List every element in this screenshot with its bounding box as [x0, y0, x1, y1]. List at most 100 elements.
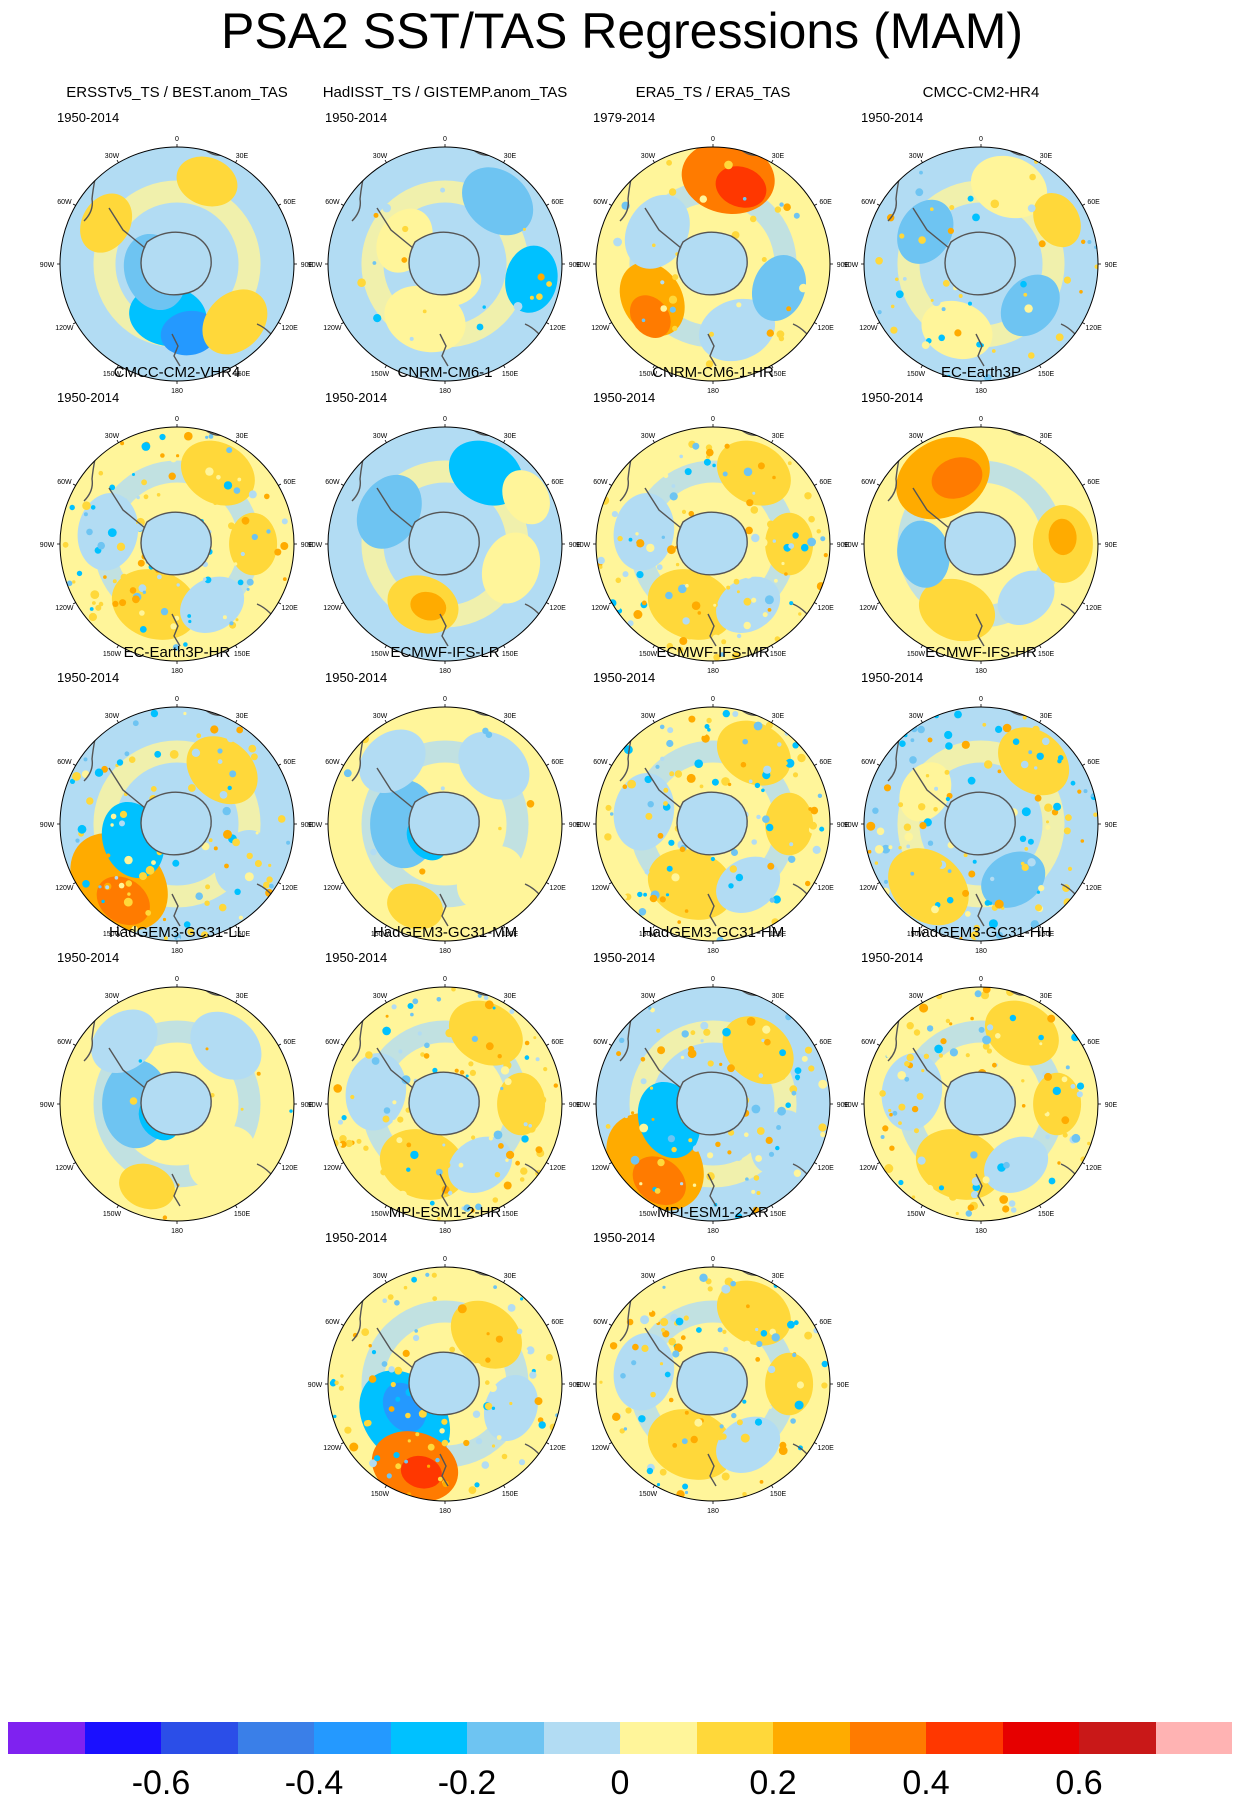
- polar-map: 0 30E 60E 90E 120E 150E 180 150W 120W 90W 60W 30W: [844, 696, 1118, 955]
- longitude-label: 0: [175, 416, 179, 423]
- panel-period: 1950-2014: [593, 950, 656, 965]
- longitude-label: 60E: [819, 759, 832, 766]
- longitude-label: 150E: [1038, 931, 1055, 938]
- colorbar-swatch: [1079, 1722, 1156, 1754]
- longitude-label: 150E: [234, 651, 251, 658]
- colorbar-swatches: [8, 1722, 1232, 1754]
- panel-title: EC-Earth3P: [940, 364, 1022, 381]
- longitude-label: 150W: [907, 651, 926, 658]
- longitude-label: 60E: [551, 479, 564, 486]
- longitude-label: 120W: [591, 1445, 610, 1452]
- panel-period: 1950-2014: [861, 390, 924, 405]
- longitude-label: 180: [707, 668, 719, 675]
- panel-title: ECMWF-IFS-HR: [925, 644, 1037, 661]
- longitude-label: 30W: [909, 713, 924, 720]
- longitude-label: 30W: [641, 993, 656, 1000]
- longitude-label: 120E: [549, 1445, 566, 1452]
- polar-map: 0 30E 60E 90E 120E 150E 180 150W 120W 90W 60W 30W: [576, 1256, 850, 1515]
- longitude-label: 150W: [371, 371, 390, 378]
- longitude-label: 150W: [639, 371, 658, 378]
- colorbar-label: 0.2: [749, 1764, 797, 1802]
- longitude-label: 150W: [639, 1211, 658, 1218]
- longitude-label: 150E: [770, 651, 787, 658]
- longitude-label: 60E: [1087, 1039, 1100, 1046]
- polar-map: 0 30E 60E 90E 120E 150E 180 150W 120W 90W 60W 30W: [40, 136, 314, 395]
- panel-period: 1950-2014: [57, 670, 120, 685]
- longitude-label: 180: [707, 1508, 719, 1515]
- longitude-label: 90W: [308, 1382, 323, 1389]
- longitude-label: 150W: [103, 931, 122, 938]
- longitude-label: 30W: [641, 153, 656, 160]
- longitude-label: 0: [979, 976, 983, 983]
- longitude-label: 60E: [283, 479, 296, 486]
- map-panel: CMCC-CM2-HR4 1950-2014 0 30E 60E 90E 120E 150E 1…: [831, 84, 1131, 404]
- polar-map: 0 30E 60E 90E 120E 150E 180 150W 120W 90W 60W 30W: [844, 416, 1118, 675]
- longitude-label: 30E: [504, 433, 517, 440]
- map-panel: ERA5_TS / ERA5_TAS 1979-2014 0 30E 60E 90E 120…: [563, 84, 863, 404]
- longitude-label: 0: [443, 136, 447, 143]
- panel-period: 1950-2014: [861, 670, 924, 685]
- panel-title: ERA5_TS / ERA5_TAS: [635, 84, 791, 101]
- longitude-label: 120E: [817, 1165, 834, 1172]
- longitude-label: 120E: [1085, 605, 1102, 612]
- polar-map: 0 30E 60E 90E 120E 150E 180 150W 120W 90W 60W 30W: [308, 696, 582, 955]
- panel-period: 1950-2014: [57, 110, 120, 125]
- longitude-label: 90W: [308, 822, 323, 829]
- longitude-label: 90E: [837, 822, 850, 829]
- longitude-label: 90E: [569, 262, 582, 269]
- longitude-label: 60E: [1087, 479, 1100, 486]
- longitude-label: 180: [975, 948, 987, 955]
- map-panel: ECMWF-IFS-LR 1950-2014 0 30E 60E 90E 120E 150E 1…: [295, 644, 595, 964]
- panel-period: 1950-2014: [325, 110, 388, 125]
- longitude-label: 120W: [323, 325, 342, 332]
- longitude-label: 60W: [861, 479, 876, 486]
- longitude-label: 60E: [283, 199, 296, 206]
- longitude-label: 150W: [907, 931, 926, 938]
- longitude-label: 150E: [502, 1211, 519, 1218]
- colorbar-swatch: [926, 1722, 1003, 1754]
- longitude-label: 30E: [236, 433, 249, 440]
- longitude-label: 60W: [57, 479, 72, 486]
- longitude-label: 0: [711, 136, 715, 143]
- longitude-label: 90W: [308, 542, 323, 549]
- polar-map: 0 30E 60E 90E 120E 150E 180 150W 120W 90W 60W 30W: [308, 416, 582, 675]
- longitude-label: 60W: [325, 1319, 340, 1326]
- panel-period: 1950-2014: [325, 390, 388, 405]
- longitude-label: 120E: [817, 885, 834, 892]
- longitude-label: 120E: [549, 605, 566, 612]
- longitude-label: 150W: [639, 1491, 658, 1498]
- polar-map: 0 30E 60E 90E 120E 150E 180 150W 120W 90W 60W 30W: [40, 976, 314, 1235]
- longitude-label: 90W: [308, 262, 323, 269]
- longitude-label: 30E: [1040, 713, 1053, 720]
- longitude-label: 30W: [373, 433, 388, 440]
- longitude-label: 120E: [549, 885, 566, 892]
- polar-map: 0 30E 60E 90E 120E 150E 180 150W 120W 90W 60W 30W: [308, 976, 582, 1235]
- longitude-label: 0: [711, 976, 715, 983]
- panel-title: ECMWF-IFS-LR: [390, 644, 500, 661]
- polar-map: 0 30E 60E 90E 120E 150E 180 150W 120W 90W 60W 30W: [576, 416, 850, 675]
- longitude-label: 60W: [593, 199, 608, 206]
- longitude-label: 180: [975, 668, 987, 675]
- colorbar-swatch: [161, 1722, 238, 1754]
- longitude-label: 60W: [57, 199, 72, 206]
- longitude-label: 30W: [909, 153, 924, 160]
- longitude-label: 30W: [909, 993, 924, 1000]
- panel-title: HadGEM3-GC31-MM: [372, 924, 518, 941]
- longitude-label: 0: [711, 1256, 715, 1263]
- longitude-label: 30W: [373, 993, 388, 1000]
- longitude-label: 90W: [576, 542, 591, 549]
- longitude-label: 60E: [283, 759, 296, 766]
- longitude-label: 90W: [40, 262, 55, 269]
- longitude-label: 90E: [837, 1102, 850, 1109]
- longitude-label: 180: [439, 948, 451, 955]
- longitude-label: 0: [443, 416, 447, 423]
- map-panel: MPI-ESM1-2-HR 1950-2014 0 30E 60E 90E 120E 150E…: [295, 1204, 595, 1524]
- polar-map: 0 30E 60E 90E 120E 150E 180 150W 120W 90W 60W 30W: [844, 136, 1118, 395]
- longitude-label: 90W: [844, 262, 859, 269]
- longitude-label: 0: [443, 976, 447, 983]
- longitude-label: 150E: [1038, 371, 1055, 378]
- longitude-label: 60W: [593, 1039, 608, 1046]
- longitude-label: 60W: [593, 1319, 608, 1326]
- panel-title: HadISST_TS / GISTEMP.anom_TAS: [322, 84, 568, 101]
- panel-period: 1950-2014: [861, 110, 924, 125]
